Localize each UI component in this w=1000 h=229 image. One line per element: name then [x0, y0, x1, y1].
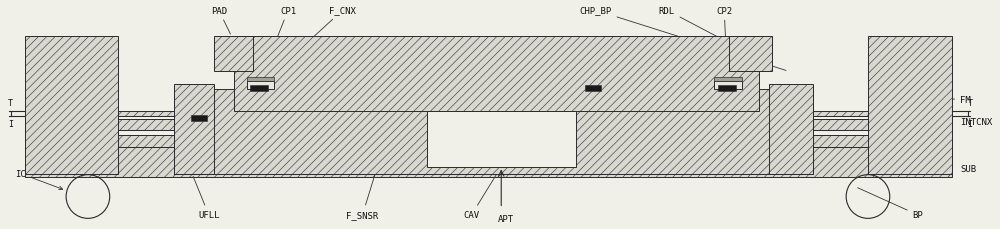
Bar	[247, 82, 274, 90]
Text: UFLL: UFLL	[193, 176, 220, 219]
Text: CHP_BP: CHP_BP	[579, 7, 786, 71]
Bar	[25, 147, 952, 177]
Text: T: T	[8, 99, 13, 108]
Bar	[25, 117, 952, 120]
Text: APT: APT	[498, 214, 514, 224]
Text: I: I	[8, 120, 13, 128]
Bar	[25, 120, 952, 130]
Bar	[214, 37, 253, 72]
Bar	[247, 78, 274, 82]
Text: CP1: CP1	[262, 7, 296, 75]
Bar	[174, 85, 214, 174]
Text: T: T	[968, 99, 973, 108]
Bar	[427, 112, 576, 167]
Bar	[718, 86, 736, 92]
Text: D: D	[602, 82, 608, 91]
Bar	[234, 37, 759, 112]
Text: RDL: RDL	[659, 7, 749, 54]
Bar	[191, 115, 207, 121]
Text: CP2: CP2	[716, 7, 732, 75]
Text: F_SNSR: F_SNSR	[346, 170, 379, 219]
Text: F_CNX: F_CNX	[258, 7, 356, 88]
Text: OPT: OPT	[478, 71, 494, 79]
Text: FM: FM	[871, 95, 971, 104]
Text: CHP: CHP	[478, 130, 494, 139]
Bar	[174, 90, 813, 174]
Text: CAV: CAV	[463, 169, 500, 219]
Bar	[729, 37, 772, 72]
Bar	[585, 86, 601, 92]
Text: MLD: MLD	[39, 95, 115, 104]
Bar	[714, 82, 742, 90]
Text: INTCNX: INTCNX	[960, 118, 992, 127]
Text: PAD: PAD	[211, 7, 230, 35]
Text: IC: IC	[16, 169, 63, 190]
Bar	[714, 78, 742, 82]
Bar	[25, 135, 952, 147]
Text: I: I	[968, 120, 973, 128]
Bar	[250, 86, 268, 92]
Text: SUB: SUB	[960, 164, 976, 173]
Bar	[868, 37, 952, 174]
Bar	[769, 85, 813, 174]
Bar	[25, 37, 118, 174]
Text: BP: BP	[858, 188, 923, 219]
Bar	[25, 112, 952, 117]
Bar	[25, 130, 952, 135]
